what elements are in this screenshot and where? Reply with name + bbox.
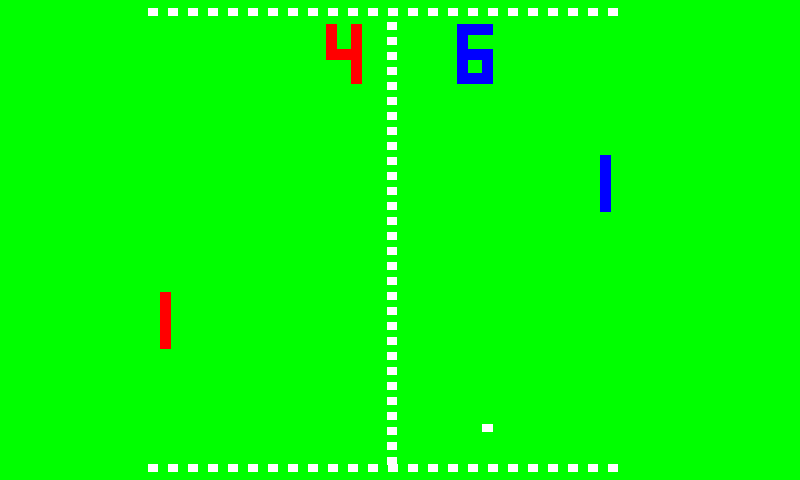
boundary-dash: [428, 464, 438, 472]
boundary-dash: [508, 464, 518, 472]
boundary-dash: [548, 8, 558, 16]
boundary-dash: [228, 464, 238, 472]
net-dash: [387, 307, 397, 315]
net-dash: [387, 202, 397, 210]
net-dash: [387, 382, 397, 390]
boundary-dash: [368, 8, 378, 16]
net-dash: [387, 142, 397, 150]
boundary-dash: [488, 8, 498, 16]
net-dash: [387, 232, 397, 240]
boundary-dash: [228, 8, 238, 16]
boundary-dash: [588, 464, 598, 472]
boundary-dash: [328, 8, 338, 16]
score-digit-segment: [326, 48, 362, 60]
boundary-dash: [148, 8, 158, 16]
boundary-dash: [188, 8, 198, 16]
net-dash: [387, 262, 397, 270]
net-dash: [387, 37, 397, 45]
bottom-boundary-line: [148, 464, 628, 472]
boundary-dash: [168, 464, 178, 472]
boundary-dash: [268, 8, 278, 16]
right-paddle[interactable]: [600, 155, 611, 212]
left-paddle[interactable]: [160, 292, 171, 349]
net-dash: [387, 367, 397, 375]
score-digit-segment: [326, 24, 337, 60]
boundary-dash: [568, 8, 578, 16]
right-player-score: 6: [457, 24, 497, 86]
boundary-dash: [288, 8, 298, 16]
score-digit-segment: [457, 73, 493, 84]
net-dash: [387, 322, 397, 330]
boundary-dash: [588, 8, 598, 16]
boundary-dash: [388, 464, 398, 472]
boundary-dash: [428, 8, 438, 16]
boundary-dash: [268, 464, 278, 472]
score-digit-segment: [457, 48, 468, 84]
boundary-dash: [488, 464, 498, 472]
net-dash: [387, 82, 397, 90]
net-dash: [387, 157, 397, 165]
boundary-dash: [208, 8, 218, 16]
score-digit-segment: [351, 24, 362, 60]
boundary-dash: [168, 8, 178, 16]
boundary-dash: [288, 464, 298, 472]
boundary-dash: [548, 464, 558, 472]
net-dash: [387, 397, 397, 405]
net-dash: [387, 127, 397, 135]
net-dash: [387, 187, 397, 195]
boundary-dash: [308, 464, 318, 472]
net-dash: [387, 277, 397, 285]
center-net: [387, 22, 397, 466]
boundary-dash: [148, 464, 158, 472]
boundary-dash: [408, 464, 418, 472]
boundary-dash: [528, 464, 538, 472]
boundary-dash: [388, 8, 398, 16]
left-player-score: 4: [326, 24, 366, 86]
net-dash: [387, 52, 397, 60]
score-digit-segment: [482, 48, 493, 84]
net-dash: [387, 442, 397, 450]
net-dash: [387, 67, 397, 75]
boundary-dash: [328, 464, 338, 472]
score-digit-segment: [457, 24, 493, 35]
boundary-dash: [568, 464, 578, 472]
score-digit-segment: [351, 48, 362, 84]
boundary-dash: [468, 464, 478, 472]
net-dash: [387, 247, 397, 255]
net-dash: [387, 22, 397, 30]
net-dash: [387, 412, 397, 420]
boundary-dash: [608, 464, 618, 472]
boundary-dash: [348, 464, 358, 472]
net-dash: [387, 337, 397, 345]
net-dash: [387, 112, 397, 120]
top-boundary-line: [148, 8, 628, 16]
boundary-dash: [508, 8, 518, 16]
net-dash: [387, 97, 397, 105]
boundary-dash: [608, 8, 618, 16]
boundary-dash: [248, 464, 258, 472]
boundary-dash: [408, 8, 418, 16]
net-dash: [387, 457, 397, 465]
net-dash: [387, 217, 397, 225]
boundary-dash: [348, 8, 358, 16]
boundary-dash: [308, 8, 318, 16]
boundary-dash: [528, 8, 538, 16]
ball: [482, 424, 493, 432]
net-dash: [387, 292, 397, 300]
boundary-dash: [448, 464, 458, 472]
boundary-dash: [368, 464, 378, 472]
score-digit-segment: [457, 24, 468, 60]
net-dash: [387, 427, 397, 435]
boundary-dash: [248, 8, 258, 16]
net-dash: [387, 352, 397, 360]
boundary-dash: [188, 464, 198, 472]
net-dash: [387, 172, 397, 180]
boundary-dash: [208, 464, 218, 472]
score-digit-segment: [457, 48, 493, 60]
boundary-dash: [448, 8, 458, 16]
boundary-dash: [468, 8, 478, 16]
